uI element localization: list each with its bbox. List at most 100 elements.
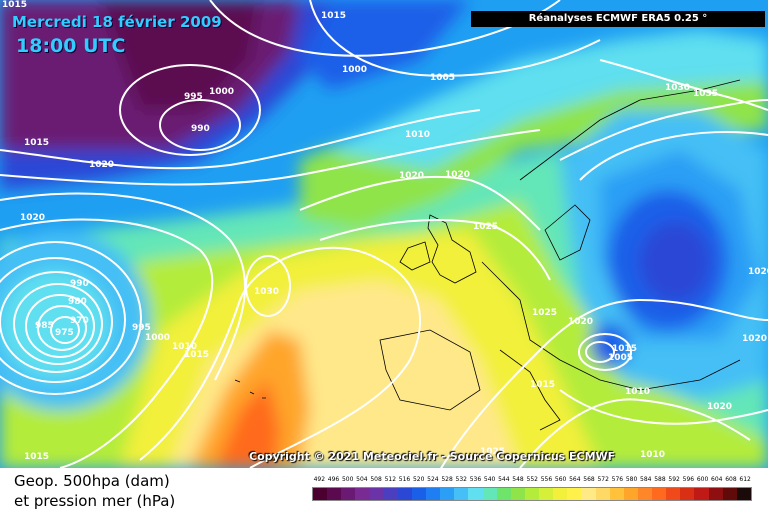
color-scale-label: 532 <box>455 476 467 483</box>
isobar-label: 970 <box>70 316 89 326</box>
color-scale-swatch <box>539 488 554 500</box>
color-scale-swatch <box>708 488 723 500</box>
isobar-label: 1020 <box>742 334 767 344</box>
isobar-label: 1025 <box>480 447 505 457</box>
color-scale-label: 560 <box>554 476 567 483</box>
copyright-notice: Copyright © 2021 Meteociel.fr - Source C… <box>249 450 616 463</box>
color-scale-label: 572 <box>597 476 609 483</box>
isobar-label: 1005 <box>608 353 633 363</box>
color-scale-label: 536 <box>469 476 482 483</box>
color-scale-swatch <box>524 488 539 500</box>
isobar-label: 990 <box>70 279 89 289</box>
color-scale-swatch <box>680 488 695 500</box>
isobar-label: 995 <box>132 323 151 333</box>
isobar-label: 1035 <box>693 89 718 99</box>
color-scale-swatch <box>411 488 426 500</box>
color-scale-label: 540 <box>483 476 496 483</box>
isobar-label: 980 <box>68 297 87 307</box>
color-scale-swatch <box>369 488 384 500</box>
color-scale-swatch <box>694 488 709 500</box>
color-scale-swatch <box>609 488 624 500</box>
isobar-label: 1020 <box>445 170 470 180</box>
color-scale-swatch <box>595 488 610 500</box>
color-scale-label: 496 <box>327 476 340 483</box>
isobar-label: 1020 <box>89 160 114 170</box>
color-scale-swatch <box>397 488 412 500</box>
color-scale-label: 600 <box>696 476 709 483</box>
color-scale-label: 504 <box>356 476 368 483</box>
color-scale-label: 548 <box>512 476 524 483</box>
forecast-time: 18:00 UTC <box>16 35 126 57</box>
isobar-label: 1010 <box>172 342 197 352</box>
isobar-label: 1030 <box>665 83 690 93</box>
isobar-label: 1020 <box>20 213 45 223</box>
isobar-label: 1015 <box>321 11 346 21</box>
color-scale-swatch <box>313 488 328 500</box>
isobar-label: 1020 <box>568 317 593 327</box>
color-scale-swatch <box>553 488 568 500</box>
color-scale-swatch <box>482 488 497 500</box>
color-scale-swatch <box>426 488 441 500</box>
isobar-label: 1005 <box>430 73 455 83</box>
color-scale: 492 496 500 504 508 512 516 520 524 528 532 536 540 5… <box>312 476 752 501</box>
color-scale-label: 508 <box>370 476 382 483</box>
color-scale-swatch <box>567 488 582 500</box>
isobar-label: 1015 <box>184 350 209 360</box>
color-scale-swatch <box>355 488 370 500</box>
color-scale-swatch <box>736 488 751 500</box>
color-scale-swatch <box>722 488 737 500</box>
color-scale-swatch <box>666 488 681 500</box>
color-scale-swatch <box>652 488 667 500</box>
isobar-label: 1000 <box>342 65 367 75</box>
forecast-date: Mercredi 18 février 2009 <box>12 13 222 31</box>
color-scale-label: 568 <box>583 476 595 483</box>
isobar-label: 1025 <box>473 222 498 232</box>
color-scale-swatch <box>383 488 398 500</box>
weather-map: 1015 1015 1000 1005 995 1000 990 1010 10… <box>0 0 768 468</box>
color-scale-swatch <box>623 488 638 500</box>
color-scale-label: 596 <box>682 476 695 483</box>
legend-title-pressure: et pression mer (hPa) <box>14 492 176 510</box>
isobar-label: 1020 <box>707 402 732 412</box>
isobar-label: 985 <box>35 321 54 331</box>
isobar-label: 995 <box>184 92 203 102</box>
color-scale-swatch <box>341 488 356 500</box>
isobar-label: 1025 <box>532 308 557 318</box>
color-scale-label: 520 <box>412 476 425 483</box>
color-scale-label: 584 <box>640 476 652 483</box>
color-scale-label: 580 <box>625 476 638 483</box>
isobar-label: 975 <box>55 328 74 338</box>
isobar-label: 1015 <box>2 0 27 10</box>
color-scale-swatch <box>327 488 342 500</box>
isobar-label: 1010 <box>640 450 665 460</box>
color-scale-label: 528 <box>441 476 453 483</box>
color-scale-swatch <box>468 488 483 500</box>
color-scale-swatch <box>510 488 525 500</box>
color-scale-label: 576 <box>611 476 624 483</box>
legend-title-geopotential: Geop. 500hpa (dam) <box>14 472 170 490</box>
isobar-label: 1000 <box>145 333 170 343</box>
color-scale-label: 552 <box>526 476 538 483</box>
isobar-label: 1010 <box>625 387 650 397</box>
isobar-label: 1030 <box>254 287 279 297</box>
color-scale-bar <box>312 487 752 501</box>
isobar-label: 1015 <box>530 380 555 390</box>
color-scale-label: 592 <box>668 476 680 483</box>
color-scale-swatch <box>440 488 455 500</box>
isobar-label: 1015 <box>612 344 637 354</box>
color-scale-labels: 492 496 500 504 508 512 516 520 524 528 532 536 540 5… <box>312 476 752 485</box>
isobar-label: 990 <box>191 124 210 134</box>
color-scale-label: 544 <box>498 476 510 483</box>
isobar-label: 1015 <box>24 138 49 148</box>
color-scale-swatch <box>454 488 469 500</box>
color-scale-label: 512 <box>384 476 397 483</box>
color-scale-label: 564 <box>569 476 581 483</box>
color-scale-label: 588 <box>654 476 666 483</box>
color-scale-label: 524 <box>427 476 439 483</box>
isobar-labels: 1015 1015 1000 1005 995 1000 990 1010 10… <box>2 0 768 462</box>
isobar-label: 1015 <box>24 452 49 462</box>
isobar-label: 1000 <box>209 87 234 97</box>
color-scale-swatch <box>637 488 652 500</box>
geopotential-field: 1015 1015 1000 1005 995 1000 990 1010 10… <box>0 0 768 468</box>
color-scale-label: 612 <box>739 476 751 483</box>
